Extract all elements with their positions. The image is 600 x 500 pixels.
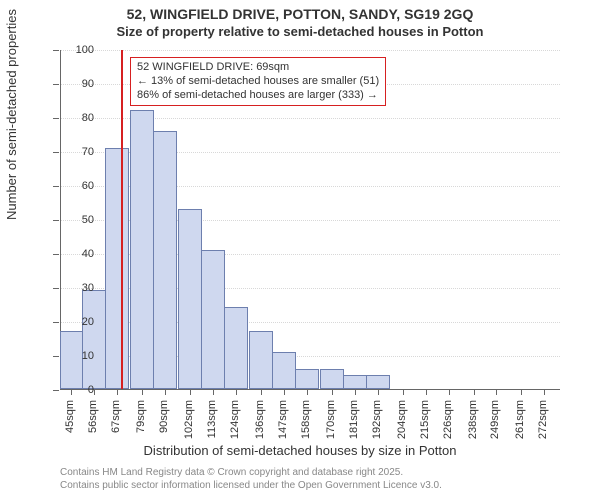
histogram-bar [343, 375, 367, 389]
y-tick-label: 30 [64, 282, 94, 294]
y-tick [53, 356, 59, 357]
x-tick-label: 67sqm [110, 400, 122, 433]
reference-line [121, 50, 123, 389]
histogram-bar [105, 148, 129, 389]
plot-area: 52 WINGFIELD DRIVE: 69sqm ← 13% of semi-… [60, 50, 560, 390]
histogram-bar [201, 250, 225, 389]
x-tick-label: 113sqm [206, 400, 218, 438]
y-tick [53, 186, 59, 187]
y-tick [53, 152, 59, 153]
y-tick-label: 80 [64, 112, 94, 124]
x-tick-label: 90sqm [158, 400, 170, 433]
y-tick-label: 10 [64, 350, 94, 362]
x-tick-label: 102sqm [183, 400, 195, 439]
x-tick-label: 226sqm [442, 400, 454, 439]
annotation-box: 52 WINGFIELD DRIVE: 69sqm ← 13% of semi-… [130, 57, 386, 106]
y-tick [53, 50, 59, 51]
y-tick [53, 390, 59, 391]
gridline [61, 50, 560, 51]
x-tick [117, 389, 118, 395]
y-tick-label: 0 [64, 384, 94, 396]
x-tick-label: 45sqm [64, 400, 76, 433]
y-tick-label: 60 [64, 180, 94, 192]
annotation-line-3: 86% of semi-detached houses are larger (… [137, 89, 379, 103]
y-tick-label: 40 [64, 248, 94, 260]
x-tick-label: 124sqm [229, 400, 241, 439]
copyright-text: Contains HM Land Registry data © Crown c… [60, 466, 442, 492]
x-tick [403, 389, 404, 395]
y-tick-label: 20 [64, 316, 94, 328]
x-tick [426, 389, 427, 395]
y-tick-label: 70 [64, 146, 94, 158]
y-tick [53, 322, 59, 323]
histogram-bar [178, 209, 202, 389]
x-tick-label: 261sqm [514, 400, 526, 439]
x-tick-label: 170sqm [325, 400, 337, 439]
x-tick [355, 389, 356, 395]
y-tick [53, 220, 59, 221]
x-tick [378, 389, 379, 395]
y-tick [53, 288, 59, 289]
x-tick-label: 158sqm [300, 400, 312, 439]
histogram-bar [153, 131, 177, 389]
histogram-bar [366, 375, 390, 389]
x-tick-label: 192sqm [371, 400, 383, 439]
histogram-bar [249, 331, 273, 389]
y-tick [53, 118, 59, 119]
histogram-bar [224, 307, 248, 389]
x-axis-label: Distribution of semi-detached houses by … [0, 443, 600, 458]
x-tick [261, 389, 262, 395]
x-tick-label: 147sqm [277, 400, 289, 439]
copyright-line-2: Contains public sector information licen… [60, 479, 442, 492]
x-tick [94, 389, 95, 395]
x-tick [474, 389, 475, 395]
histogram-bar [272, 352, 296, 389]
x-tick-label: 56sqm [87, 400, 99, 433]
annotation-line-2: ← 13% of semi-detached houses are smalle… [137, 75, 379, 89]
x-tick-label: 238sqm [467, 400, 479, 439]
x-tick [544, 389, 545, 395]
y-tick [53, 254, 59, 255]
x-tick [449, 389, 450, 395]
x-tick [190, 389, 191, 395]
annotation-line-1: 52 WINGFIELD DRIVE: 69sqm [137, 61, 379, 75]
histogram-bar [82, 290, 106, 389]
histogram-bar [295, 369, 319, 389]
x-tick-label: 181sqm [348, 400, 360, 439]
x-tick [284, 389, 285, 395]
x-tick-label: 272sqm [537, 400, 549, 439]
x-tick [236, 389, 237, 395]
x-tick-label: 79sqm [135, 400, 147, 433]
x-tick-label: 204sqm [396, 400, 408, 439]
y-axis-label: Number of semi-detached properties [4, 9, 19, 220]
x-tick-label: 249sqm [489, 400, 501, 439]
chart-container: 52, WINGFIELD DRIVE, POTTON, SANDY, SG19… [0, 0, 600, 500]
x-tick [332, 389, 333, 395]
y-tick-label: 90 [64, 78, 94, 90]
chart-title: 52, WINGFIELD DRIVE, POTTON, SANDY, SG19… [0, 6, 600, 22]
x-tick-label: 136sqm [254, 400, 266, 439]
x-tick [307, 389, 308, 395]
x-tick [213, 389, 214, 395]
y-tick [53, 84, 59, 85]
chart-subtitle: Size of property relative to semi-detach… [0, 24, 600, 39]
y-tick-label: 100 [64, 44, 94, 56]
x-tick [142, 389, 143, 395]
x-tick [165, 389, 166, 395]
x-tick [521, 389, 522, 395]
x-tick-label: 215sqm [419, 400, 431, 439]
y-tick-label: 50 [64, 214, 94, 226]
x-tick [496, 389, 497, 395]
histogram-bar [130, 110, 154, 389]
histogram-bar [320, 369, 344, 389]
copyright-line-1: Contains HM Land Registry data © Crown c… [60, 466, 442, 479]
